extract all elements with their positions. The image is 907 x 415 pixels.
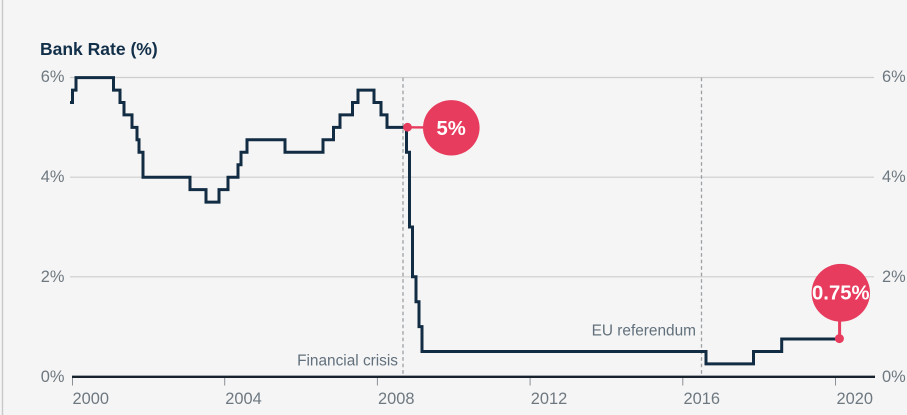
svg-text:4%: 4% xyxy=(882,168,906,186)
svg-text:2016: 2016 xyxy=(684,390,720,408)
svg-text:4%: 4% xyxy=(41,168,65,186)
svg-text:Bank Rate (%): Bank Rate (%) xyxy=(40,39,158,59)
svg-text:6%: 6% xyxy=(882,68,906,86)
svg-text:2004: 2004 xyxy=(225,390,261,408)
svg-text:2012: 2012 xyxy=(531,390,567,408)
svg-text:6%: 6% xyxy=(41,68,65,86)
svg-text:2008: 2008 xyxy=(378,390,414,408)
svg-text:2%: 2% xyxy=(41,268,65,286)
svg-text:2%: 2% xyxy=(882,268,906,286)
svg-text:2000: 2000 xyxy=(73,390,109,408)
svg-text:0%: 0% xyxy=(41,368,65,386)
svg-text:5%: 5% xyxy=(437,118,466,140)
svg-text:0%: 0% xyxy=(882,368,906,386)
svg-text:0.75%: 0.75% xyxy=(812,282,870,304)
svg-text:EU referendum: EU referendum xyxy=(592,323,696,340)
svg-text:2020: 2020 xyxy=(837,390,873,408)
svg-text:Financial crisis: Financial crisis xyxy=(297,353,398,370)
